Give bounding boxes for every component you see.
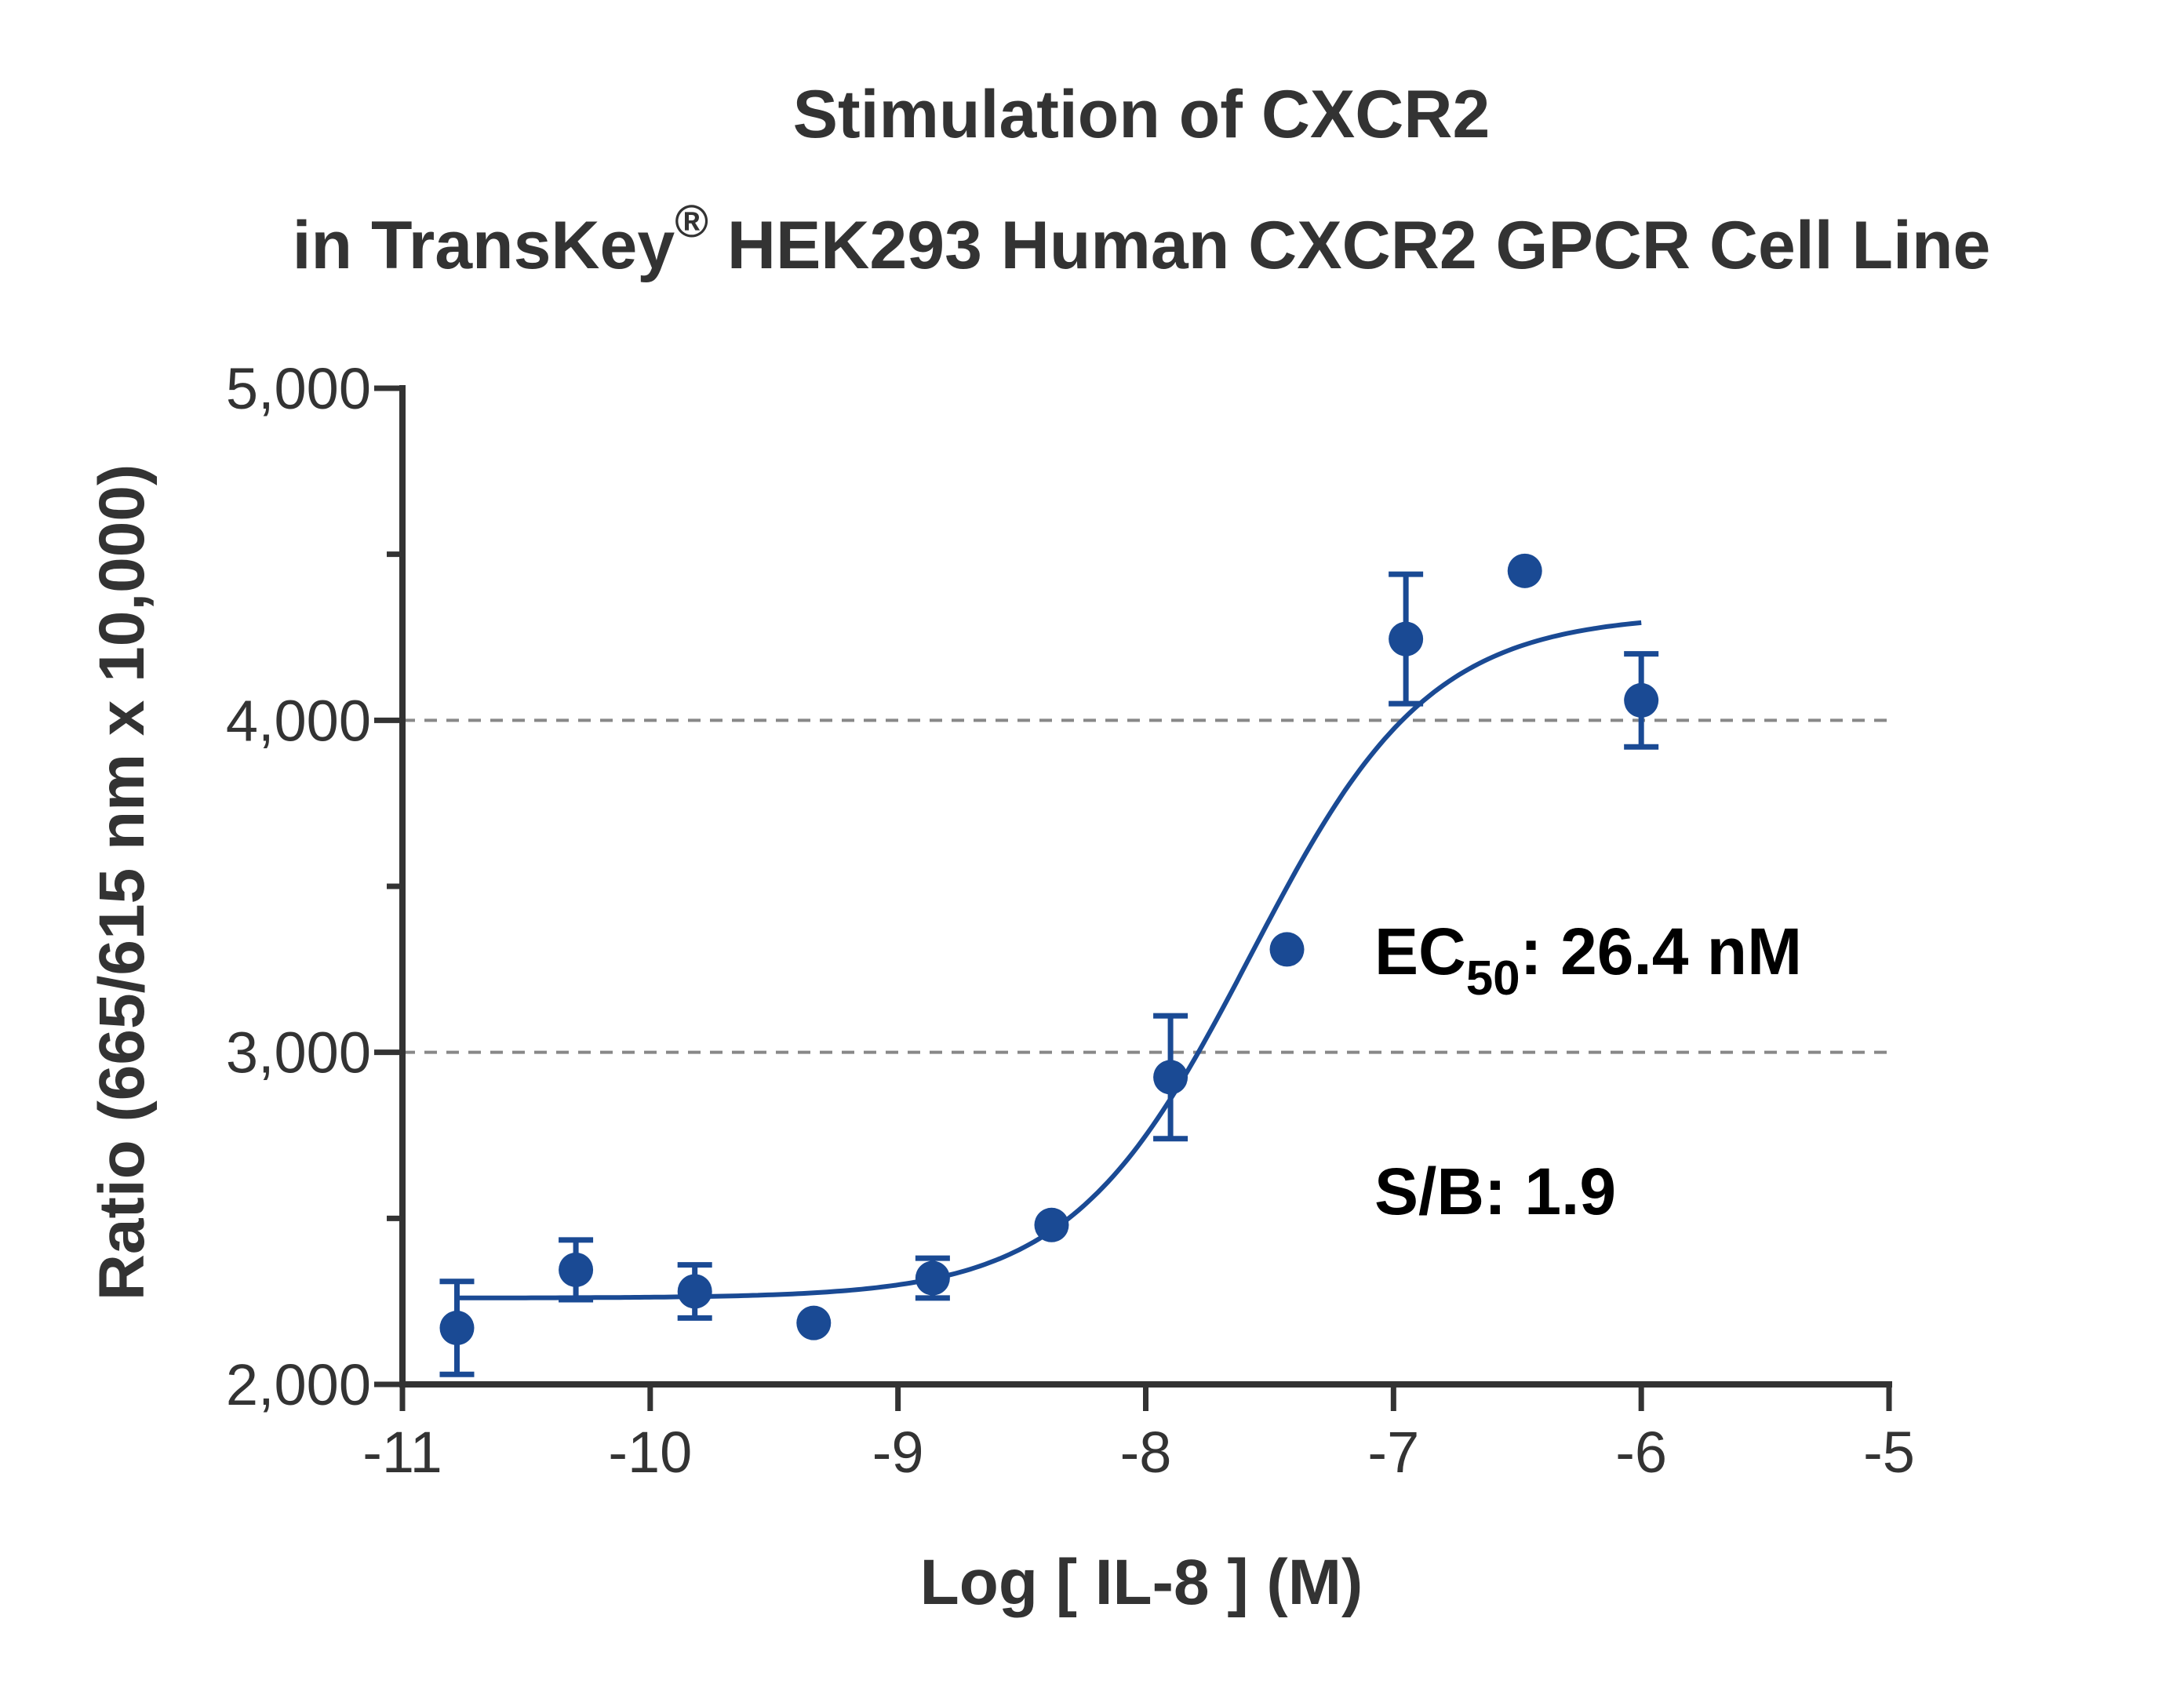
data-point: [559, 1252, 594, 1287]
chart-title-line2-pre: in TransKey: [293, 208, 675, 283]
ec50-annotation-sub: 50: [1466, 951, 1520, 1006]
x-tick-label: -11: [362, 1420, 442, 1485]
data-point: [796, 1305, 832, 1340]
data-point: [1507, 553, 1542, 588]
y-tick-label: 5,000: [226, 356, 371, 421]
x-axis-title: Log [ IL-8 ] (M): [920, 1547, 1363, 1618]
ec50-annotation-post: : 26.4 nM: [1520, 915, 1802, 988]
ec50-annotation: EC50: 26.4 nM: [1374, 915, 1802, 1006]
axes: 2,000 3,000 4,000 5,000 -11 -10 -9 -8 -7 -6 -5: [226, 356, 1915, 1485]
x-tick-label: -10: [608, 1420, 692, 1485]
data-point: [1153, 1060, 1188, 1095]
chart-title-line2: in TransKey® HEK293 Human CXCR2 GPCR Cel…: [293, 196, 1991, 283]
data-point: [1389, 621, 1424, 657]
sb-annotation: S/B: 1.9: [1374, 1155, 1616, 1228]
y-tick-label: 3,000: [226, 1020, 371, 1086]
x-tick-label: -5: [1863, 1420, 1915, 1485]
data-point: [1269, 932, 1305, 967]
chart-title-line1: Stimulation of CXCR2: [793, 77, 1491, 152]
y-tick-label: 2,000: [226, 1352, 371, 1417]
data-point: [1624, 682, 1659, 718]
data-point: [439, 1311, 475, 1346]
data-point: [915, 1260, 950, 1296]
ec50-annotation-pre: EC: [1374, 915, 1466, 988]
x-tick-label: -6: [1615, 1420, 1667, 1485]
y-tick-label: 4,000: [226, 688, 371, 753]
data-points: [439, 553, 1659, 1377]
data-point: [677, 1274, 712, 1309]
data-point: [1034, 1207, 1069, 1242]
x-tick-label: -9: [872, 1420, 924, 1485]
y-axis-title: Ratio (665/615 nm x 10,000): [86, 464, 158, 1301]
reference-lines: [402, 718, 1889, 1054]
chart-title-line2-post: HEK293 Human CXCR2 GPCR Cell Line: [708, 208, 1990, 283]
x-tick-label: -8: [1120, 1420, 1172, 1485]
registered-mark: ®: [675, 196, 708, 247]
x-tick-label: -7: [1367, 1420, 1419, 1485]
